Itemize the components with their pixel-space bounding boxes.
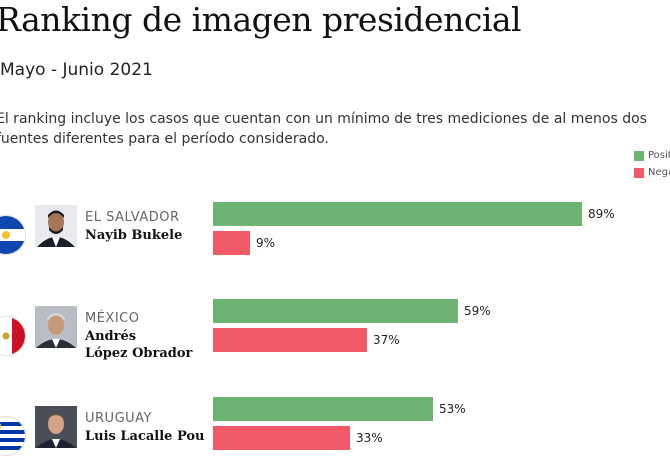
country-label: MÉXICO [85, 311, 140, 326]
ranking-row: URUGUAY Luis Lacalle Pou [0, 406, 670, 476]
avatar [35, 406, 77, 448]
president-name-line: Andrés [85, 329, 137, 344]
legend-swatch-positive [634, 150, 644, 161]
negative-value-label: 9% [256, 236, 276, 250]
president-name: Nayib Bukele [85, 227, 182, 244]
mexico-flag-icon [0, 316, 26, 356]
ranking-row: EL SALVADOR Nayib Bukele [0, 205, 670, 275]
president-name: Andrés López Obrador [85, 328, 192, 362]
ranking-row: MÉXICO Andrés López Obrador [0, 306, 670, 376]
president-name-line: Nayib Bukele [85, 228, 183, 243]
legend: Posit Nega [634, 148, 670, 182]
positive-value-label: 89% [588, 207, 615, 221]
negative-bar [213, 426, 350, 450]
chart-description: El ranking incluye los casos que cuentan… [0, 111, 647, 147]
positive-bar [213, 397, 433, 421]
negative-bar [213, 231, 250, 255]
legend-item-positive: Posit [634, 148, 670, 163]
chart-subtitle: Mayo - Junio 2021 [0, 60, 153, 80]
legend-item-negative: Nega [634, 165, 670, 180]
positive-bar [213, 202, 582, 226]
chart-title: Ranking de imagen presidencial [0, 0, 522, 39]
el-salvador-flag-icon [0, 215, 26, 255]
positive-value-label: 53% [439, 402, 466, 416]
positive-bar [213, 299, 458, 323]
president-name-line: López Obrador [85, 346, 193, 361]
negative-value-label: 33% [356, 431, 383, 445]
president-name: Luis Lacalle Pou [85, 428, 205, 445]
legend-swatch-negative [634, 167, 644, 178]
uruguay-flag-icon [0, 416, 26, 456]
avatar [35, 205, 77, 247]
legend-label-positive: Posit [648, 150, 670, 161]
country-label: EL SALVADOR [85, 210, 180, 225]
negative-bar [213, 328, 367, 352]
president-name-line: Luis Lacalle Pou [85, 429, 205, 444]
positive-value-label: 59% [464, 304, 491, 318]
country-label: URUGUAY [85, 411, 152, 426]
legend-label-negative: Nega [648, 167, 670, 178]
negative-value-label: 37% [373, 333, 400, 347]
avatar [35, 306, 77, 348]
